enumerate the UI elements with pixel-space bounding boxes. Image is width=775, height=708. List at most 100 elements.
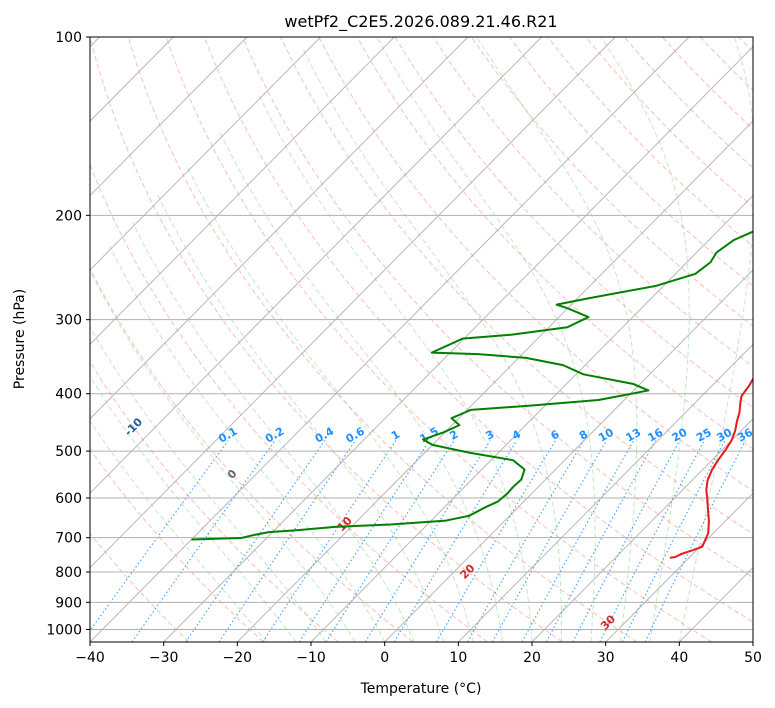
moist-adiabat-line (90, 375, 297, 642)
mixing-ratio-label: 3 (483, 428, 496, 443)
chart-title: wetPf2_C2E5.2026.089.21.46.R21 (284, 12, 557, 32)
mixing-ratio-line (218, 440, 356, 642)
moist-adiabat-line (90, 420, 268, 642)
x-axis-label: Temperature (°C) (360, 681, 482, 697)
x-tick-label: −10 (296, 650, 326, 666)
y-tick-label: 900 (55, 595, 82, 611)
mixing-ratio-line (185, 440, 326, 642)
background-labels: -100-90-80-70-60-50-40-30-20-10010203040… (122, 415, 755, 632)
dry-adiabat-line (280, 37, 753, 535)
mixing-ratio-line (545, 440, 657, 642)
isotherm-line (90, 37, 542, 494)
mixing-ratio-line (131, 440, 276, 642)
mixing-ratio-line (364, 440, 491, 642)
mixing-ratio-label: 0.2 (263, 425, 286, 446)
dry-adiabat-line (661, 37, 753, 130)
x-tick-label: −30 (149, 650, 179, 666)
dry-adiabat-line (471, 37, 753, 327)
isotherm-line (90, 37, 321, 271)
mixing-ratio-label: 13 (623, 426, 643, 445)
adiabat-label: 0 (225, 467, 240, 482)
plot-frame (89, 36, 754, 643)
moist-adiabat-line (131, 221, 415, 642)
isotherm-line (90, 37, 395, 346)
dry-adiabat-line (127, 37, 638, 642)
x-tick-label: 50 (744, 650, 762, 666)
isotherm-line (236, 120, 753, 642)
y-axis: 100 200 300 400 500 600 700 800 900 1000 (46, 30, 90, 638)
isotherm-line (752, 641, 753, 642)
moist-adiabat-line (186, 165, 474, 642)
y-tick-label: 800 (55, 565, 82, 581)
dry-adiabat-line (432, 37, 753, 368)
dry-adiabat-line (700, 37, 753, 91)
mixing-ratio-label: 6 (549, 427, 562, 442)
mixing-ratio-label: 25 (694, 426, 714, 445)
moist-adiabat-line (258, 94, 533, 642)
mixing-ratio-line (90, 440, 229, 632)
mixing-ratio-line (491, 440, 607, 642)
adiabat-label: 20 (458, 561, 478, 581)
mixing-ratio-label: 1 (389, 428, 402, 443)
y-tick-label: 100 (55, 30, 82, 46)
x-tick-label: 10 (449, 650, 467, 666)
x-tick-label: 0 (380, 650, 389, 666)
x-tick-label: −20 (223, 650, 253, 666)
moist-adiabat-line (157, 195, 445, 642)
x-tick-label: 30 (597, 650, 615, 666)
isotherm-line (531, 418, 753, 642)
moist-adiabat-line (376, 37, 596, 642)
y-tick-label: 300 (55, 313, 82, 329)
x-tick-label: 40 (670, 650, 688, 666)
moist-adiabat-line (678, 37, 753, 642)
mixing-ratio-label: 36 (735, 426, 755, 445)
mixing-ratio-line (521, 440, 635, 642)
isotherm-line (678, 566, 753, 642)
x-tick-label: −40 (75, 650, 105, 666)
dry-adiabat-line (738, 37, 753, 53)
mixing-ratio-line (644, 440, 746, 642)
mixing-ratio-line (599, 440, 705, 642)
dry-adiabat-line (90, 163, 488, 642)
y-tick-label: 200 (55, 208, 82, 224)
isotherm-line (90, 37, 469, 420)
isotherm-line (457, 343, 753, 642)
y-tick-label: 400 (55, 387, 82, 403)
mixing-ratio-line (298, 440, 430, 642)
isotherm-line (90, 37, 616, 569)
y-tick-label: 600 (55, 491, 82, 507)
y-tick-label: 1000 (46, 622, 82, 638)
dry-adiabat-line (547, 37, 753, 247)
isotherm-line (90, 37, 248, 197)
mixing-ratio-line (325, 440, 455, 642)
moist-adiabat-line (90, 325, 327, 642)
sounding-series (191, 230, 753, 559)
dry-adiabat-line (90, 267, 414, 642)
x-axis: −40 −30 −20 −10 0 10 20 30 40 50 (75, 642, 762, 666)
isotherm-line (310, 194, 753, 642)
dry-adiabat-line (509, 37, 753, 287)
mixing-ratio-line (262, 440, 397, 642)
mixing-ratio-label: 0.4 (313, 424, 337, 445)
moist-adiabat-line (303, 49, 562, 642)
dewpoint-profile-line (191, 230, 753, 541)
dry-adiabat-line (318, 37, 753, 492)
moist-adiabat-line (108, 245, 386, 642)
y-tick-label: 700 (55, 531, 82, 547)
moist-adiabat-line (600, 37, 690, 642)
moist-adiabat-line (90, 269, 356, 642)
adiabat-label: -10 (122, 415, 145, 439)
y-axis-label: Pressure (hPa) (12, 289, 28, 389)
temperature-profile-line (669, 377, 753, 559)
mixing-ratio-label: 20 (670, 426, 690, 445)
mixing-ratio-label: 0.1 (216, 425, 239, 446)
isotherm-line (384, 269, 753, 642)
dry-adiabat-line (90, 532, 190, 642)
dry-adiabat-line (356, 37, 753, 450)
mixing-ratio-label: 0.6 (343, 424, 367, 445)
mixing-ratio-line (621, 440, 726, 642)
background-lines (90, 37, 753, 642)
mixing-ratio-line (435, 440, 556, 642)
isotherm-line (90, 37, 690, 642)
